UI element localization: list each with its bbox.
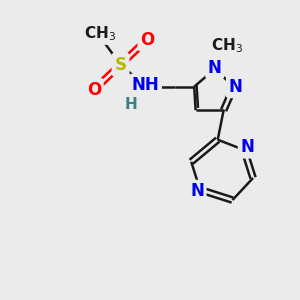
Text: N: N <box>208 58 222 76</box>
Text: O: O <box>140 31 154 49</box>
Text: N: N <box>229 78 242 96</box>
Text: CH$_3$: CH$_3$ <box>84 24 116 43</box>
Text: N: N <box>240 138 254 156</box>
Text: NH: NH <box>132 76 160 94</box>
Text: O: O <box>87 81 101 99</box>
Text: N: N <box>190 182 204 200</box>
Text: CH$_3$: CH$_3$ <box>211 36 242 55</box>
Text: S: S <box>115 56 127 74</box>
Text: H: H <box>124 97 137 112</box>
